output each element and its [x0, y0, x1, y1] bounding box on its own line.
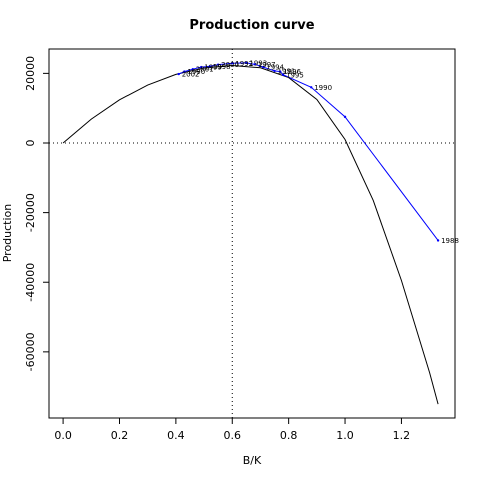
observed-series-line: [178, 62, 439, 241]
point-label: 1994: [266, 64, 284, 72]
point-label: 1998: [213, 63, 231, 71]
y-axis-label: Production: [1, 204, 14, 263]
y-tick-label: -20000: [24, 193, 37, 232]
point-label: 1991: [278, 67, 296, 75]
point-label: 2000: [221, 61, 239, 69]
x-tick-label: 0.8: [280, 429, 298, 442]
observed-point: [208, 65, 211, 68]
observed-point: [262, 65, 265, 69]
observed-point: [231, 62, 234, 65]
x-tick-label: 0.2: [111, 429, 129, 442]
observed-point: [253, 63, 257, 66]
observed-point: [177, 72, 180, 76]
observed-point: [245, 61, 248, 65]
point-label: 1997: [258, 61, 276, 69]
point-label: 2002: [182, 71, 200, 79]
observed-point: [273, 69, 276, 73]
point-label: 1988: [441, 237, 459, 245]
point-label: 1990: [314, 84, 332, 92]
point-label: 1995: [286, 71, 304, 79]
chart-title: Production curve: [189, 18, 314, 33]
observed-point: [281, 73, 285, 76]
y-tick-label: -60000: [24, 332, 37, 371]
point-label: 1996: [283, 68, 301, 76]
observed-point: [310, 86, 313, 89]
observed-point: [191, 67, 194, 71]
observed-point: [343, 115, 347, 119]
observed-point: [278, 70, 282, 73]
x-tick-label: 1.0: [336, 429, 354, 442]
point-label: 2001: [196, 66, 214, 74]
observed-point: [200, 65, 203, 69]
observed-point: [216, 63, 220, 66]
point-label: 1999: [204, 64, 222, 72]
observed-point: [436, 239, 440, 242]
y-tick-label: 0: [24, 139, 37, 146]
y-tick-label: 20000: [24, 56, 37, 91]
point-label: 1993: [249, 59, 267, 67]
point-label: 1992: [235, 60, 253, 68]
x-tick-label: 1.2: [393, 429, 411, 442]
x-tick-label: 0.4: [167, 429, 185, 442]
point-label: 1990: [187, 68, 205, 76]
x-tick-label: 0.6: [224, 429, 242, 442]
fitted-production-curve: [62, 65, 439, 405]
x-axis-label: B/K: [243, 454, 262, 467]
plot-frame: [48, 48, 456, 419]
y-tick-label: -40000: [24, 263, 37, 302]
observed-point: [183, 70, 186, 73]
x-tick-label: 0.0: [54, 429, 72, 442]
